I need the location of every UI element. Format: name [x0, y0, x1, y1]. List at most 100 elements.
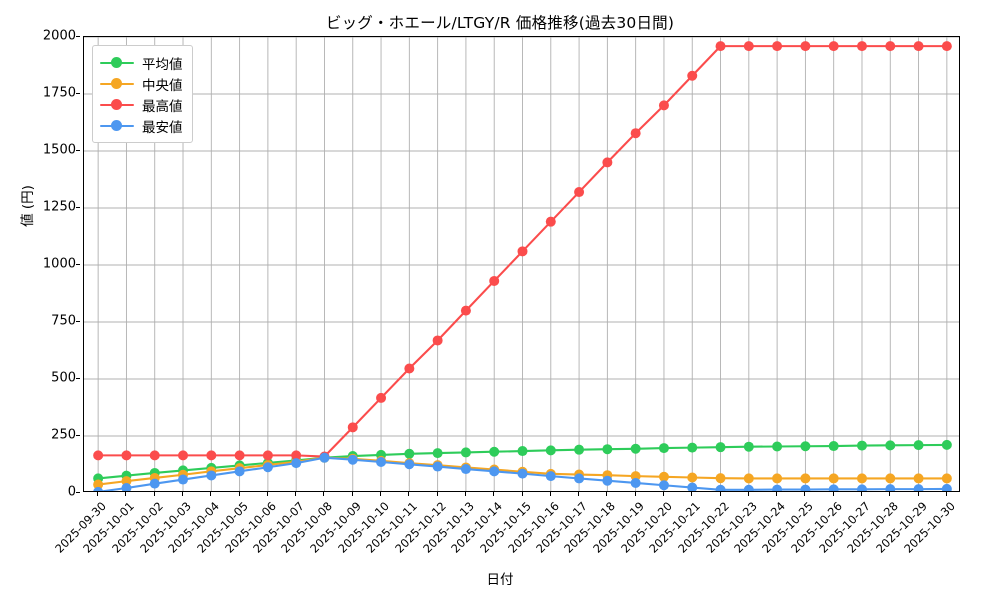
data-point-marker: [913, 41, 924, 52]
legend-swatch-icon: [100, 119, 134, 133]
data-point-marker: [658, 443, 669, 454]
legend-item[interactable]: 中央値: [100, 73, 183, 94]
data-point-marker: [828, 484, 839, 491]
data-point-marker: [574, 187, 585, 198]
data-point-marker: [489, 466, 500, 477]
data-point-marker: [658, 100, 669, 111]
y-tick-mark: [76, 378, 80, 379]
legend-swatch-icon: [100, 77, 134, 91]
x-tick-mark: [153, 492, 155, 496]
y-tick-mark: [76, 492, 80, 493]
data-point-marker: [885, 484, 896, 491]
plot-area: [83, 36, 960, 492]
data-point-marker: [262, 462, 273, 473]
legend-label: 中央値: [142, 77, 183, 94]
data-point-marker: [828, 473, 839, 484]
legend-item[interactable]: 最安値: [100, 115, 183, 136]
data-point-marker: [772, 484, 783, 491]
y-tick-mark: [76, 150, 80, 151]
data-point-marker: [772, 473, 783, 484]
x-tick-mark: [238, 492, 240, 496]
data-point-marker: [347, 454, 358, 465]
x-tick-mark: [464, 492, 466, 496]
data-point-marker: [517, 468, 528, 479]
data-point-marker: [658, 480, 669, 491]
data-point-marker: [856, 440, 867, 451]
data-point-marker: [885, 473, 896, 484]
x-tick-mark: [266, 492, 268, 496]
data-point-marker: [574, 444, 585, 455]
x-tick-mark: [804, 492, 806, 496]
x-tick-mark: [210, 492, 212, 496]
legend-swatch-icon: [100, 98, 134, 112]
x-tick-mark: [889, 492, 891, 496]
data-point-marker: [432, 461, 443, 472]
data-point-marker: [602, 157, 613, 168]
data-point-marker: [885, 41, 896, 52]
y-tick-label: 1500: [42, 142, 76, 158]
data-point-marker: [489, 275, 500, 286]
data-point-marker: [800, 441, 811, 452]
y-tick-label: 250: [51, 427, 76, 443]
data-point-marker: [347, 422, 358, 433]
data-point-marker: [800, 484, 811, 491]
x-tick-mark: [832, 492, 834, 496]
data-point-marker: [828, 41, 839, 52]
x-tick-mark: [182, 492, 184, 496]
x-tick-mark: [747, 492, 749, 496]
data-point-marker: [630, 477, 641, 488]
data-point-marker: [234, 450, 245, 461]
x-tick-mark: [436, 492, 438, 496]
data-point-marker: [404, 448, 415, 459]
data-point-marker: [432, 335, 443, 346]
data-point-marker: [460, 464, 471, 475]
data-point-marker: [800, 473, 811, 484]
x-tick-mark: [521, 492, 523, 496]
x-tick-mark: [662, 492, 664, 496]
data-point-marker: [460, 305, 471, 316]
data-point-marker: [404, 459, 415, 470]
data-point-marker: [743, 441, 754, 452]
x-tick-mark: [493, 492, 495, 496]
x-tick-mark: [323, 492, 325, 496]
data-point-marker: [941, 41, 952, 52]
legend-item[interactable]: 最高値: [100, 94, 183, 115]
data-point-marker: [941, 439, 952, 450]
y-tick-label: 500: [51, 370, 76, 386]
data-point-marker: [913, 440, 924, 451]
data-point-marker: [687, 472, 698, 483]
x-tick-mark: [408, 492, 410, 496]
data-point-marker: [319, 452, 330, 463]
data-point-marker: [715, 484, 726, 491]
data-point-marker: [517, 446, 528, 457]
legend-label: 平均値: [142, 56, 183, 73]
data-point-marker: [856, 484, 867, 491]
data-point-marker: [602, 475, 613, 486]
data-point-marker: [885, 440, 896, 451]
data-point-marker: [941, 483, 952, 491]
data-point-marker: [234, 466, 245, 477]
legend-label: 最高値: [142, 98, 183, 115]
data-point-marker: [772, 441, 783, 452]
x-axis-label: 日付: [486, 572, 514, 588]
data-point-marker: [121, 450, 132, 461]
data-point-marker: [715, 41, 726, 52]
data-point-marker: [149, 450, 160, 461]
legend-item[interactable]: 平均値: [100, 52, 183, 73]
data-point-marker: [687, 442, 698, 453]
data-point-marker: [630, 471, 641, 482]
y-axis-ticks: 0 250 500 750 1000 1250 1500 1750 2000: [0, 29, 80, 500]
data-point-marker: [291, 450, 302, 461]
data-point-marker: [828, 441, 839, 452]
y-tick-mark: [76, 207, 80, 208]
data-point-marker: [743, 484, 754, 491]
x-tick-mark: [578, 492, 580, 496]
y-tick-mark: [76, 435, 80, 436]
data-point-marker: [178, 474, 189, 485]
data-point-marker: [291, 458, 302, 469]
x-tick-mark: [719, 492, 721, 496]
data-point-marker: [913, 484, 924, 491]
x-tick-mark: [917, 492, 919, 496]
data-point-marker: [545, 216, 556, 227]
y-tick-label: 1750: [42, 85, 76, 101]
